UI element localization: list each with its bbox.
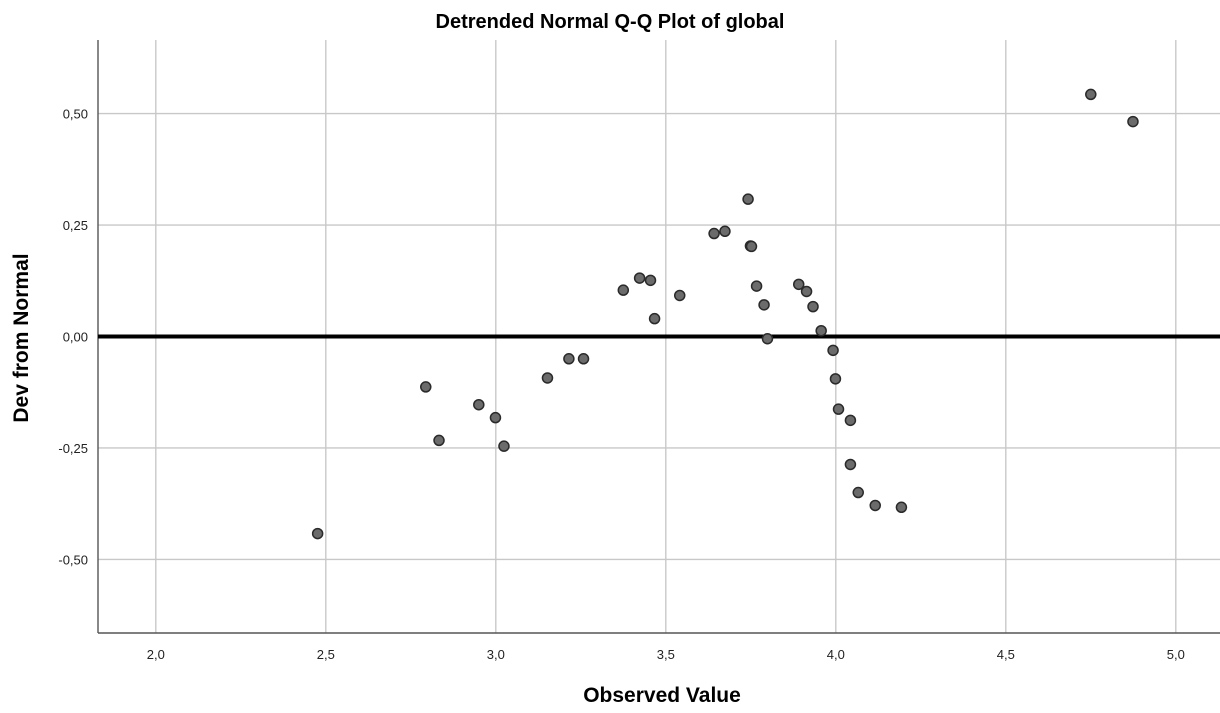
- y-tick-labels: 0,50 0,25 0,00 -0,25 -0,50: [58, 107, 88, 568]
- data-point: [829, 373, 842, 385]
- data-point: [792, 278, 805, 291]
- x-axis-label: Observed Value: [583, 684, 741, 707]
- y-tick-label: 0,50: [63, 107, 88, 122]
- data-point: [742, 193, 754, 205]
- data-point: [761, 332, 774, 345]
- data-point: [489, 411, 502, 424]
- data-point: [498, 440, 510, 452]
- data-point: [673, 289, 686, 302]
- data-point: [708, 227, 720, 240]
- data-points: [311, 88, 1139, 540]
- data-point: [617, 284, 630, 296]
- data-point: [577, 353, 590, 365]
- data-point: [800, 285, 813, 298]
- data-point: [869, 499, 881, 512]
- y-tick-label: 0,00: [63, 330, 88, 345]
- data-point: [844, 458, 857, 471]
- data-point: [1127, 115, 1139, 128]
- data-point: [420, 381, 432, 393]
- data-point: [758, 299, 770, 311]
- data-point: [807, 300, 819, 313]
- y-tick-label: 0,25: [63, 218, 88, 233]
- data-point: [311, 527, 324, 540]
- data-point: [844, 414, 857, 427]
- x-tick-label: 3,5: [657, 647, 675, 662]
- x-tick-label: 3,0: [487, 647, 505, 662]
- data-point: [433, 434, 445, 447]
- x-tick-label: 4,0: [827, 647, 845, 662]
- data-point: [563, 353, 575, 365]
- data-point: [473, 398, 485, 411]
- data-point: [644, 274, 657, 287]
- data-point: [750, 280, 763, 292]
- data-point: [633, 272, 646, 284]
- data-point: [1085, 88, 1097, 101]
- data-point: [541, 372, 554, 384]
- data-point: [648, 312, 661, 325]
- data-point: [815, 324, 827, 337]
- data-point: [719, 225, 731, 238]
- x-tick-label: 2,5: [317, 647, 335, 662]
- x-tick-labels: 2,0 2,5 3,0 3,5 4,0 4,5 5,0: [147, 647, 1185, 662]
- data-point: [745, 240, 758, 253]
- data-point: [895, 501, 908, 514]
- y-axis-label: Dev from Normal: [10, 253, 33, 422]
- x-tick-label: 5,0: [1167, 647, 1185, 662]
- x-tick-label: 4,5: [997, 647, 1015, 662]
- y-tick-label: -0,25: [58, 441, 88, 456]
- x-tick-label: 2,0: [147, 647, 165, 662]
- chart-title: Detrended Normal Q-Q Plot of global: [436, 11, 785, 33]
- data-point: [827, 344, 839, 357]
- y-tick-label: -0,50: [58, 552, 88, 567]
- data-point: [832, 403, 845, 415]
- data-point: [852, 486, 864, 499]
